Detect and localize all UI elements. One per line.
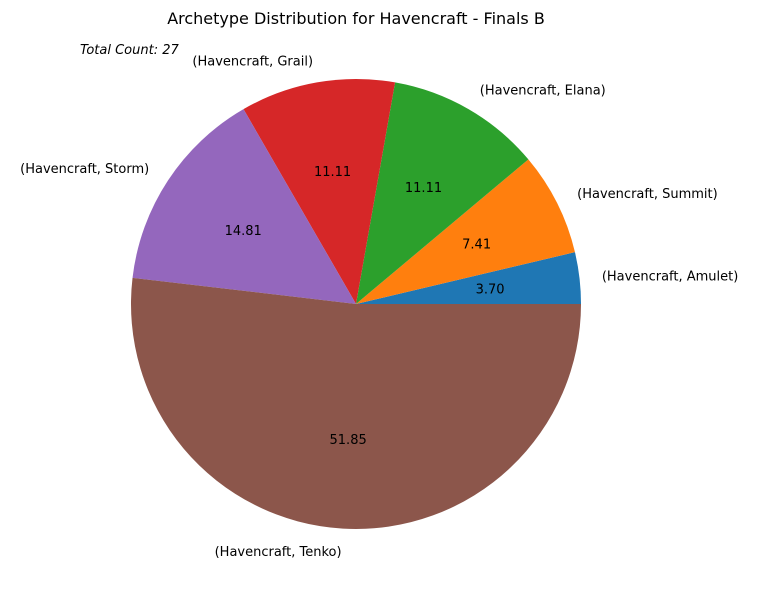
chart-title: Archetype Distribution for Havencraft - … [167, 9, 545, 28]
pie-slice-5 [131, 277, 582, 529]
slice-labels: (Havencraft, Amulet) (Havencraft, Summit)… [20, 54, 738, 560]
pie-percent-label-1: 7.41 [462, 237, 491, 252]
pie-slice-0 [356, 252, 581, 304]
pie-slice-3 [243, 78, 396, 304]
pie-category-label-2: (Havencraft, Elana) [480, 84, 606, 99]
pie-percent-label-4: 14.81 [225, 224, 262, 239]
pie-category-label-1: (Havencraft, Summit) [577, 187, 718, 202]
pie-slice-1 [356, 159, 575, 304]
pie-percent-label-3: 11.11 [314, 165, 351, 180]
pie-category-label-3: (Havencraft, Grail) [192, 54, 313, 69]
pie-percent-label-5: 51.85 [330, 433, 367, 448]
pie-category-label-5: (Havencraft, Tenko) [215, 545, 342, 560]
total-count-annotation: Total Count: 27 [80, 43, 179, 58]
pie-category-label-4: (Havencraft, Storm) [20, 162, 149, 177]
pie-percent-label-2: 11.11 [405, 181, 442, 196]
pie-percent-label-0: 3.70 [476, 282, 505, 297]
percent-labels: 3.70 7.41 11.11 11.11 14.81 51.85 [225, 165, 505, 448]
pie-slices [131, 78, 582, 529]
pie-slice-2 [356, 82, 529, 304]
pie-category-label-0: (Havencraft, Amulet) [602, 269, 739, 284]
pie-slice-4 [132, 109, 356, 304]
